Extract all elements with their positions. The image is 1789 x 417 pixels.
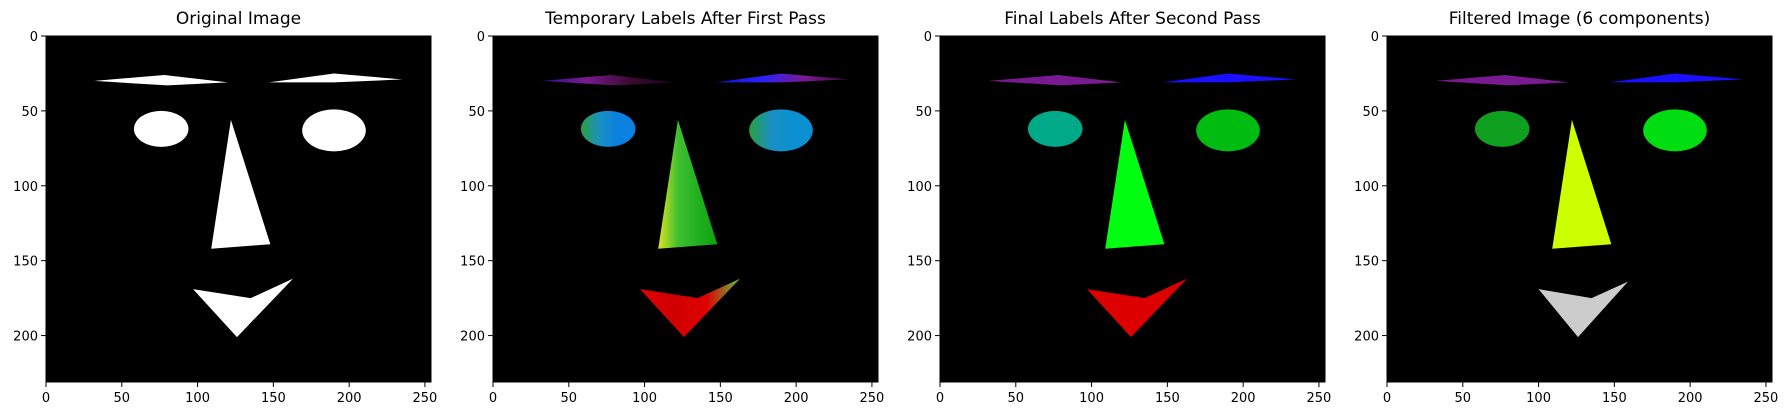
panel-3: Final Labels After Second Pass 0 50 100 150 2…	[907, 9, 1331, 406]
y-tick-label: 200	[13, 330, 38, 345]
y-tick-label: 150	[460, 255, 485, 270]
x-tick-label: 100	[1526, 391, 1551, 406]
mouth-shape	[193, 278, 294, 338]
left-eye-shape	[133, 110, 189, 147]
x-tick-label: 250	[1307, 391, 1332, 406]
panel-title: Final Labels After Second Pass	[1004, 9, 1261, 29]
x-tick-label: 100	[632, 391, 657, 406]
x-tick-label: 150	[1602, 391, 1627, 406]
x-tick-label: 250	[860, 391, 885, 406]
nose-shape	[1552, 119, 1612, 249]
y-tick-label: 0	[477, 30, 485, 45]
y-tick-label: 200	[460, 330, 485, 345]
right-eye-shape	[1196, 109, 1260, 152]
right-eyebrow-shape	[715, 73, 850, 83]
right-eye-shape	[749, 109, 813, 152]
left-eye-shape	[580, 110, 636, 147]
x-tick-label: 150	[708, 391, 733, 406]
y-tick-label: 50	[1362, 105, 1379, 120]
y-tick-label: 50	[21, 105, 38, 120]
x-tick-label: 150	[1155, 391, 1180, 406]
x-tick-label: 50	[1008, 391, 1025, 406]
x-tick-label: 200	[784, 391, 809, 406]
right-eyebrow-shape	[1162, 73, 1297, 83]
y-tick-label: 0	[1371, 30, 1379, 45]
x-tick-label: 200	[1678, 391, 1703, 406]
x-tick-label: 250	[1754, 391, 1779, 406]
y-tick-label: 0	[30, 30, 38, 45]
panel-title: Temporary Labels After First Pass	[544, 9, 826, 29]
y-tick-label: 50	[915, 105, 932, 120]
panel-title: Filtered Image (6 components)	[1449, 9, 1711, 29]
y-tick-label: 50	[468, 105, 485, 120]
left-eye-shape	[1474, 110, 1530, 147]
y-tick-label: 100	[907, 180, 932, 195]
y-tick-label: 150	[13, 255, 38, 270]
panel-4: Filtered Image (6 components) 0 50 100 150 20…	[1354, 9, 1778, 406]
x-tick-label: 0	[42, 391, 50, 406]
nose-shape	[211, 119, 271, 249]
mouth-shape	[640, 278, 741, 338]
right-eyebrow-shape	[1609, 73, 1744, 83]
y-tick-label: 100	[460, 180, 485, 195]
right-eye-shape	[1643, 109, 1707, 152]
mouth-shape	[1538, 281, 1629, 338]
axes-frame	[939, 35, 1326, 383]
left-eyebrow-shape	[1435, 74, 1569, 86]
y-tick-label: 150	[907, 255, 932, 270]
panel-title: Original Image	[176, 9, 301, 29]
x-tick-label: 150	[261, 391, 286, 406]
x-tick-label: 0	[489, 391, 497, 406]
y-tick-label: 100	[1354, 180, 1379, 195]
x-tick-label: 100	[1079, 391, 1104, 406]
y-tick-label: 150	[1354, 255, 1379, 270]
mouth-shape	[1087, 278, 1188, 338]
left-eyebrow-shape	[541, 74, 675, 86]
x-tick-label: 50	[561, 391, 578, 406]
x-tick-label: 100	[185, 391, 210, 406]
axes-frame	[45, 35, 432, 383]
right-eye-shape	[302, 109, 366, 152]
x-tick-label: 50	[1455, 391, 1472, 406]
left-eyebrow-shape	[94, 74, 228, 86]
x-tick-label: 200	[1231, 391, 1256, 406]
y-tick-label: 200	[1354, 330, 1379, 345]
y-tick-label: 200	[907, 330, 932, 345]
left-eye-shape	[1027, 110, 1083, 147]
x-tick-label: 200	[337, 391, 362, 406]
nose-shape	[1105, 119, 1165, 249]
x-tick-label: 250	[413, 391, 438, 406]
axes-frame	[1386, 35, 1773, 383]
axes-frame	[492, 35, 879, 383]
x-tick-label: 0	[1383, 391, 1391, 406]
y-tick-label: 0	[924, 30, 932, 45]
x-tick-label: 0	[936, 391, 944, 406]
left-eyebrow-shape	[988, 74, 1122, 86]
panel-1: Original Image 0 50 100 150 200 250 0 50 100 150 20…	[13, 9, 437, 406]
y-tick-label: 100	[13, 180, 38, 195]
x-tick-label: 50	[114, 391, 131, 406]
right-eyebrow-shape	[268, 73, 403, 83]
nose-shape	[658, 119, 718, 249]
panel-2: Temporary Labels After First Pass 0 50 100 1…	[460, 9, 884, 406]
